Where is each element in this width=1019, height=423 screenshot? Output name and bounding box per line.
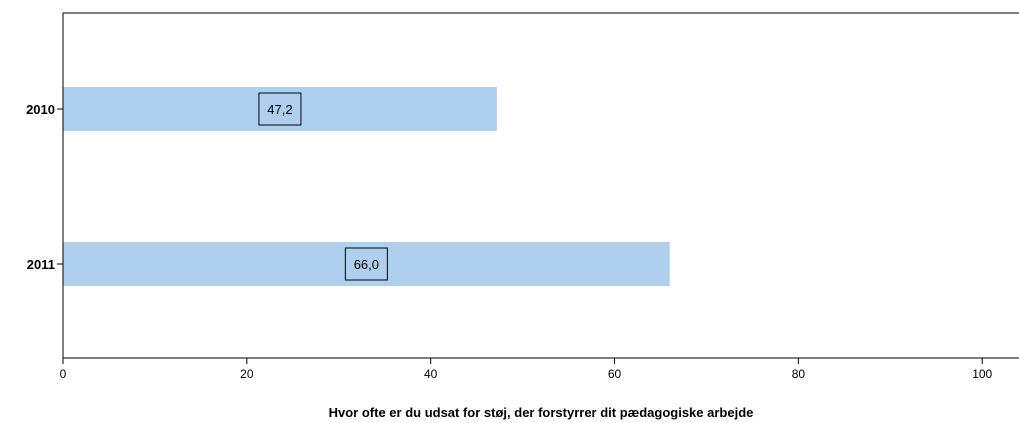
- x-tick-label-100: 100: [972, 367, 992, 381]
- x-tick-label-40: 40: [424, 367, 438, 381]
- data-label-2011: 66,0: [354, 257, 379, 272]
- data-labels-group: 47,2 66,0: [258, 92, 388, 281]
- x-tick-label-60: 60: [608, 367, 622, 381]
- bar-2011: [63, 242, 670, 286]
- x-axis: 0 20 40 60 80 100: [60, 357, 1019, 381]
- data-label-box-2011: [344, 247, 388, 281]
- y-axis: 2010 2011: [26, 13, 64, 358]
- x-tick-label-80: 80: [792, 367, 806, 381]
- x-tick-label-0: 0: [60, 367, 67, 381]
- y-tick-label-2010: 2010: [26, 102, 55, 117]
- x-tick-label-20: 20: [240, 367, 254, 381]
- bar-2010: [63, 87, 497, 131]
- x-axis-title: Hvor ofte er du udsat for støj, der fors…: [329, 405, 754, 420]
- data-label-2010: 47,2: [267, 102, 292, 117]
- y-tick-label-2011: 2011: [27, 257, 55, 272]
- bars-group: [63, 87, 670, 286]
- data-label-box-2010: [258, 92, 302, 126]
